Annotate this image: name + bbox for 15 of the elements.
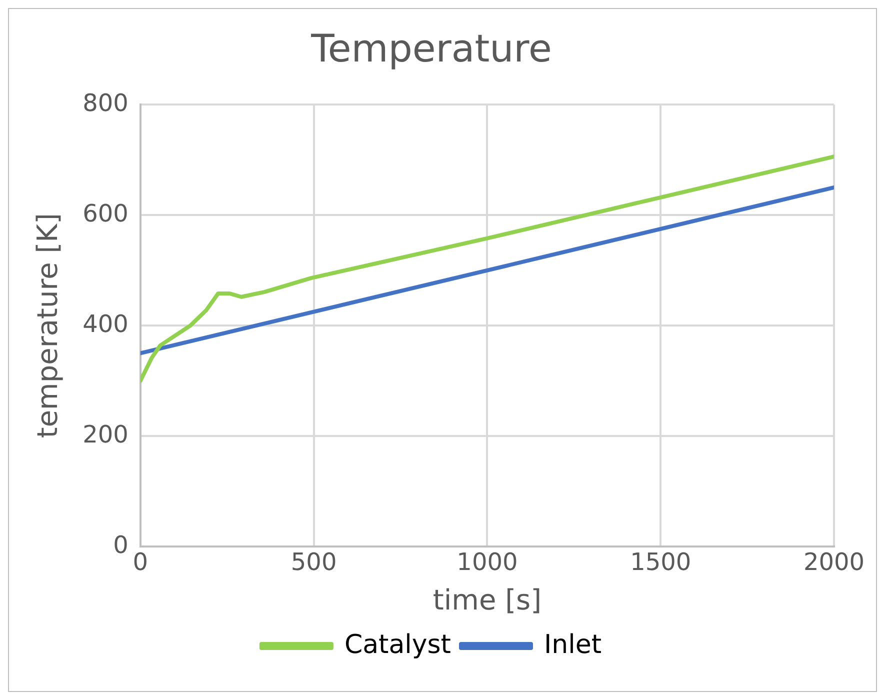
y-axis-title: temperature [K]: [31, 213, 64, 438]
y-tick-label: 400: [82, 310, 128, 338]
y-tick-label: 600: [82, 199, 128, 228]
x-axis-title: time [s]: [432, 583, 542, 616]
legend-label: Inlet: [544, 630, 602, 660]
x-tick-label: 500: [290, 548, 337, 576]
legend-label: Catalyst: [344, 630, 452, 660]
chart-title: Temperature: [310, 26, 552, 71]
x-tick-label: 1500: [630, 548, 692, 576]
y-tick-label: 800: [82, 88, 128, 117]
y-tick-label: 0: [113, 530, 128, 559]
y-tick-label: 200: [82, 420, 128, 448]
x-tick-label: 0: [132, 548, 148, 576]
x-tick-label: 2000: [803, 548, 865, 576]
x-tick-label: 1000: [456, 548, 518, 576]
